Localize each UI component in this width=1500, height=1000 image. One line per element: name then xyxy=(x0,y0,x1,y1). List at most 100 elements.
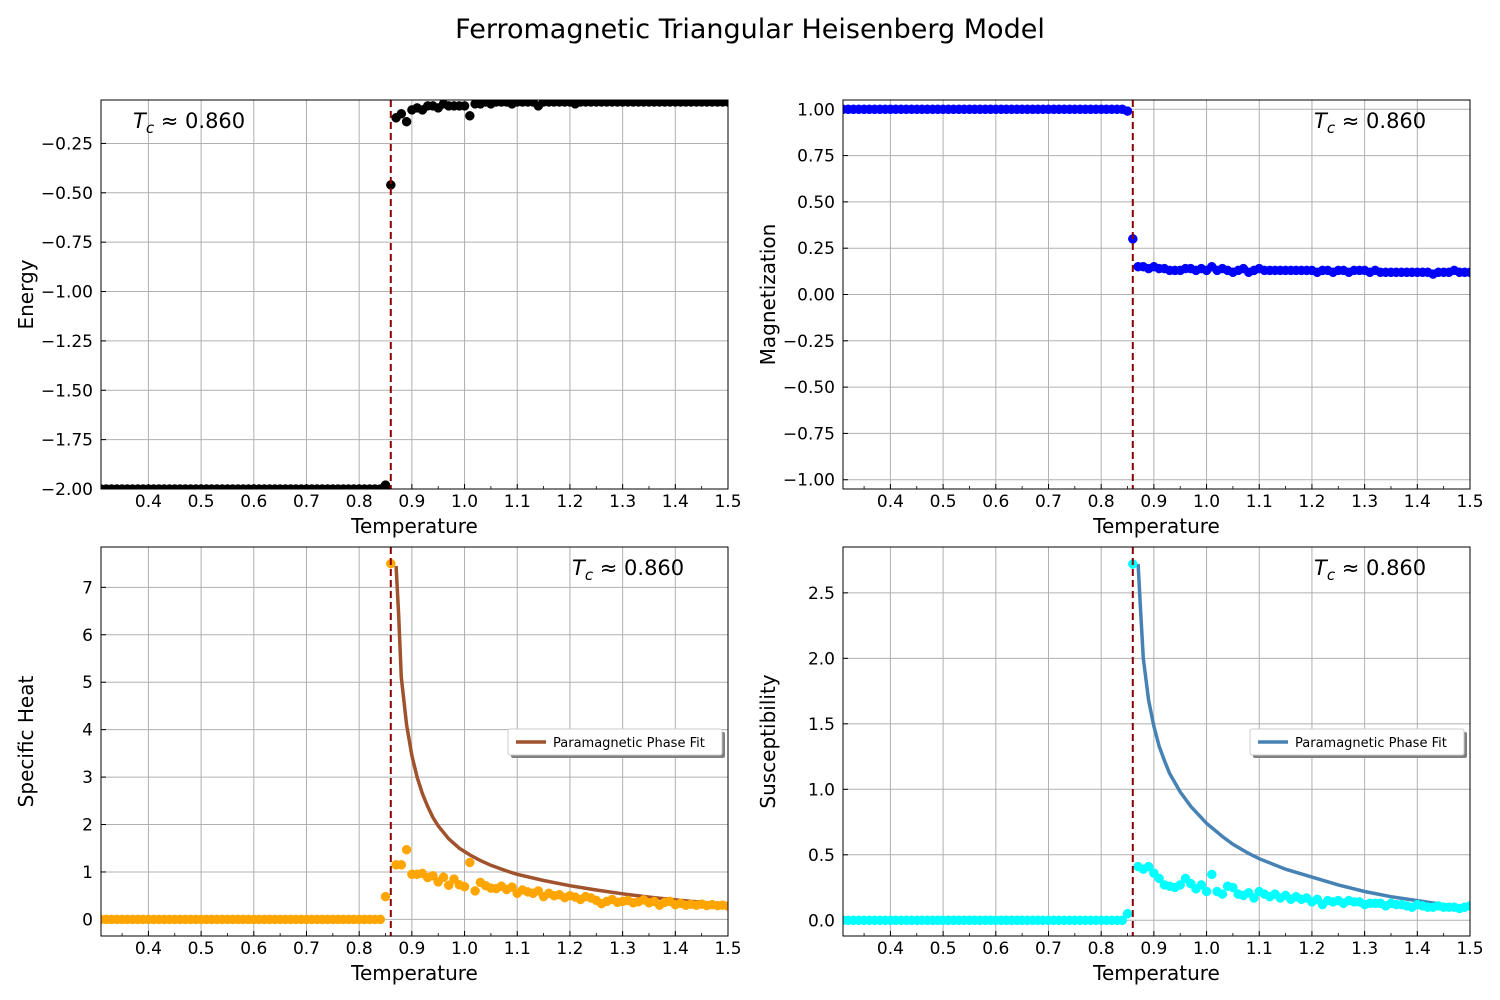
x-tick-label: 0.9 xyxy=(398,492,425,512)
x-axis-label: Temperature xyxy=(350,514,478,538)
data-point xyxy=(428,871,438,881)
y-axis-label: Energy xyxy=(14,259,38,329)
magnetization-panel: 0.4 0.5 0.6 0.7 0.8 0.9 1.0 1.1 1.2 1.3 1.4 1.5 −1.0… xyxy=(756,99,1484,538)
data-point xyxy=(470,886,480,896)
y-tick-label: 0.75 xyxy=(797,147,835,167)
y-tick-label: 7 xyxy=(82,578,93,598)
axes-frame xyxy=(100,99,729,490)
data-point xyxy=(1154,873,1164,884)
x-tick-label: 0.8 xyxy=(346,492,373,512)
data-point xyxy=(396,860,407,870)
x-tick-label: 1.5 xyxy=(1456,939,1483,959)
y-tick-label: 1.00 xyxy=(797,100,835,120)
y-tick-label: −0.75 xyxy=(41,233,93,253)
data-point xyxy=(1249,893,1259,903)
x-tick-label: 1.2 xyxy=(556,492,583,512)
x-tick-label: 0.5 xyxy=(188,492,215,512)
x-tick-label: 0.4 xyxy=(877,492,904,512)
data-point xyxy=(401,116,412,127)
y-tick-label: −0.75 xyxy=(783,424,835,444)
y-tick-label: 1.0 xyxy=(808,780,835,800)
x-tick-label: 1.0 xyxy=(451,939,478,959)
x-tick-label: 0.5 xyxy=(930,492,957,512)
data-point xyxy=(1465,901,1470,911)
x-tick-label: 1.0 xyxy=(451,492,478,512)
y-tick-label: −1.50 xyxy=(41,381,93,401)
data-point xyxy=(380,891,391,902)
data-point xyxy=(1122,106,1133,116)
y-tick-label: 0.0 xyxy=(808,911,835,931)
y-tick-label: 2.5 xyxy=(808,584,835,604)
x-tick-label: 1.4 xyxy=(1404,939,1431,959)
data-point xyxy=(438,872,449,882)
data-point xyxy=(465,857,475,868)
tc-symbol: T xyxy=(1314,556,1329,580)
x-tick-label: 0.9 xyxy=(1140,939,1167,959)
y-axis-label: Specific Heat xyxy=(14,676,38,808)
legend: Paramagnetic Phase Fit xyxy=(507,728,725,758)
x-tick-label: 1.2 xyxy=(556,939,583,959)
y-tick-label: −1.00 xyxy=(41,283,93,303)
y-tick-label: 2 xyxy=(82,816,93,836)
x-tick-label: 0.8 xyxy=(346,939,373,959)
x-tick-label: 1.1 xyxy=(1246,939,1273,959)
x-tick-label: 1.2 xyxy=(1298,492,1325,512)
data-point xyxy=(1465,267,1470,278)
y-tick-label: −1.75 xyxy=(41,431,93,451)
x-tick-label: 0.6 xyxy=(240,939,267,959)
tc-value: 0.860 xyxy=(185,109,245,133)
y-tick-label: 5 xyxy=(82,673,93,693)
data-point xyxy=(396,109,407,119)
tc-annotation: Tc ≈ 0.860 xyxy=(1314,556,1426,584)
x-tick-label: 0.4 xyxy=(877,939,904,959)
y-tick-label: 3 xyxy=(82,768,93,788)
data-point xyxy=(1122,908,1133,919)
x-tick-label: 1.3 xyxy=(1351,939,1378,959)
x-tick-label: 1.1 xyxy=(504,939,531,959)
x-tick-label: 0.9 xyxy=(398,939,425,959)
fit-line xyxy=(394,565,728,907)
x-tick-label: 0.4 xyxy=(135,492,162,512)
x-tick-label: 0.8 xyxy=(1088,939,1115,959)
tc-subscript: c xyxy=(585,566,594,584)
tc-subscript: c xyxy=(146,119,155,137)
data-point xyxy=(723,901,728,911)
y-tick-label: 2.0 xyxy=(808,649,835,669)
approx-symbol: ≈ xyxy=(593,556,624,580)
y-tick-label: −1.25 xyxy=(41,332,93,352)
data-point xyxy=(1207,869,1217,880)
x-tick-label: 1.4 xyxy=(1404,492,1431,512)
legend-box xyxy=(1249,728,1465,756)
data-layer xyxy=(843,104,1470,279)
axes-frame xyxy=(842,546,1471,937)
y-tick-label: −0.25 xyxy=(41,134,93,154)
data-point xyxy=(465,111,475,121)
tc-annotation: Tc ≈ 0.860 xyxy=(1314,109,1426,137)
x-tick-label: 0.7 xyxy=(1035,492,1062,512)
y-tick-label: 1 xyxy=(82,863,93,883)
figure-title: Ferromagnetic Triangular Heisenberg Mode… xyxy=(455,14,1045,45)
x-tick-label: 1.5 xyxy=(714,492,741,512)
susceptibility-panel: 0.4 0.5 0.6 0.7 0.8 0.9 1.0 1.1 1.2 1.3 1.4 1.5 0.0 0… xyxy=(756,546,1484,985)
y-tick-label: 0 xyxy=(82,910,93,930)
legend: Paramagnetic Phase Fit xyxy=(1249,728,1467,758)
tc-symbol: T xyxy=(133,109,148,133)
x-tick-label: 0.7 xyxy=(293,939,320,959)
x-tick-label: 1.2 xyxy=(1298,939,1325,959)
x-axis-label: Temperature xyxy=(1092,514,1220,538)
energy-panel: 0.4 0.5 0.6 0.7 0.8 0.9 1.0 1.1 1.2 1.3 1.4 1.5 −2.0… xyxy=(14,99,742,538)
x-axis-label: Temperature xyxy=(350,961,478,985)
x-tick-label: 0.6 xyxy=(240,492,267,512)
y-tick-label: −0.50 xyxy=(41,184,93,204)
x-tick-label: 1.4 xyxy=(662,492,689,512)
y-tick-label: 0.25 xyxy=(797,239,835,259)
x-tick-label: 0.4 xyxy=(135,939,162,959)
x-tick-label: 1.3 xyxy=(609,492,636,512)
legend-label: Paramagnetic Phase Fit xyxy=(1295,736,1447,751)
data-point xyxy=(375,914,386,925)
data-point xyxy=(723,100,728,107)
approx-symbol: ≈ xyxy=(1335,109,1366,133)
approx-symbol: ≈ xyxy=(1335,556,1366,580)
y-tick-label: −0.50 xyxy=(783,378,835,398)
